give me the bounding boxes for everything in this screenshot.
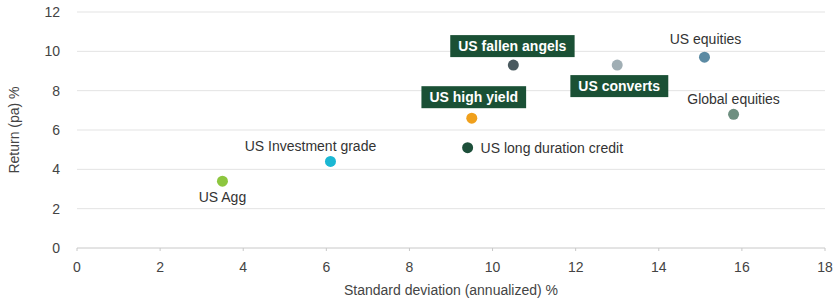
x-tick-label: 2 <box>156 259 164 275</box>
point <box>462 142 473 153</box>
point <box>508 60 519 71</box>
x-axis-title: Standard deviation (annualized) % <box>344 282 558 298</box>
label-box <box>450 35 574 57</box>
point-label: US converts <box>578 78 660 94</box>
point <box>466 113 477 124</box>
x-tick-label: 18 <box>817 259 833 275</box>
x-tick <box>326 248 327 251</box>
point <box>217 176 228 187</box>
x-tick-label: 12 <box>568 259 584 275</box>
x-tick-label: 4 <box>239 259 247 275</box>
point-label: US fallen angels <box>458 38 566 54</box>
x-tick-label: 14 <box>651 259 667 275</box>
x-tick-label: 8 <box>406 259 414 275</box>
x-tick <box>825 248 826 251</box>
grid-line <box>77 169 825 170</box>
label-box <box>421 86 526 108</box>
y-tick-label: 10 <box>44 43 60 59</box>
grid-line <box>77 130 825 131</box>
point-label: US Investment grade <box>245 138 377 154</box>
x-tick <box>658 248 659 251</box>
point <box>612 60 623 71</box>
grid-line <box>77 208 825 209</box>
boxed-label: US high yield <box>421 86 526 108</box>
labels: US Agg US Investment grade US high yield US… <box>199 31 780 205</box>
x-tick <box>575 248 576 251</box>
point <box>728 109 739 120</box>
x-tick-label: 0 <box>73 259 81 275</box>
x-tick-label: 16 <box>734 259 750 275</box>
y-tick-label: 0 <box>52 240 60 256</box>
chart: 0 2 4 6 8 10 12 0 2 4 6 8 10 12 14 16 18 Standard deviati… <box>0 0 840 300</box>
y-tick-label: 12 <box>44 4 60 20</box>
point <box>699 52 710 63</box>
label-box <box>570 75 668 97</box>
x-tick <box>492 248 493 251</box>
point-label: US Agg <box>199 189 246 205</box>
grid <box>77 12 825 248</box>
y-tick-label: 2 <box>52 201 60 217</box>
point-label: US long duration credit <box>481 140 624 156</box>
x-tick <box>77 248 78 251</box>
point <box>325 156 336 167</box>
y-axis-title: Return (pa) % <box>6 86 22 173</box>
x-tick-label: 6 <box>322 259 330 275</box>
point-label: US high yield <box>429 89 518 105</box>
x-tick <box>409 248 410 251</box>
grid-line <box>77 12 825 13</box>
point-label: US equities <box>670 31 742 47</box>
x-tick <box>741 248 742 251</box>
x-tick-label: 10 <box>485 259 501 275</box>
point-label: Global equities <box>687 91 780 107</box>
grid-line <box>77 248 825 249</box>
x-tick <box>243 248 244 251</box>
boxed-label: US converts <box>570 75 668 97</box>
y-tick-label: 6 <box>52 122 60 138</box>
points <box>217 52 739 187</box>
y-tick-label: 4 <box>52 161 60 177</box>
x-tick <box>160 248 161 251</box>
boxed-label: US fallen angels <box>450 35 574 57</box>
y-tick-label: 8 <box>52 83 60 99</box>
